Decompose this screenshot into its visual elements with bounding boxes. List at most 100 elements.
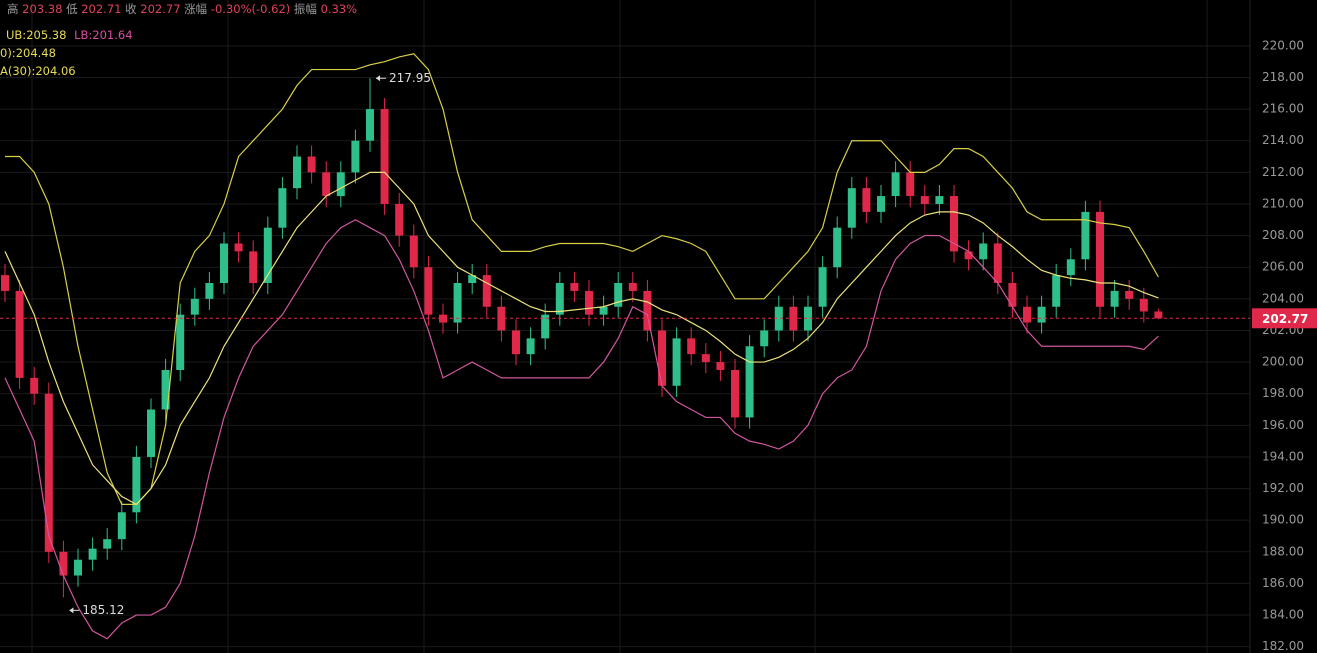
candle-body	[570, 283, 579, 291]
candle-body	[351, 140, 360, 173]
candle-body	[482, 275, 491, 307]
candle-body	[293, 156, 301, 189]
candle-body	[643, 290, 652, 331]
candle-body	[833, 227, 842, 268]
candle-body	[117, 512, 126, 540]
candle-body	[599, 306, 608, 315]
y-tick-label: 204.00	[1262, 291, 1304, 305]
candle-body	[497, 306, 506, 331]
candle-body	[395, 203, 404, 236]
indicator-value: 204.48	[15, 46, 56, 60]
candle-body	[920, 196, 929, 204]
candle-body	[263, 227, 272, 284]
candle-body	[1139, 298, 1148, 312]
y-tick-label: 216.00	[1262, 102, 1304, 116]
candle-body	[804, 306, 812, 331]
annotation-arrow-head	[69, 607, 74, 614]
header-indicator: 0):204.48	[0, 44, 56, 62]
candles	[1, 78, 1163, 598]
candle-body	[555, 283, 564, 315]
indicator-label: 0):	[0, 46, 16, 60]
candle-body	[147, 409, 155, 457]
candle-body	[906, 172, 915, 197]
annotation: 217.95	[389, 71, 431, 85]
y-tick-label: 182.00	[1262, 639, 1304, 653]
candle-body	[453, 283, 462, 323]
ma-value: 204.06	[35, 64, 76, 78]
candle-body	[322, 172, 331, 197]
low-value: 202.71	[81, 2, 122, 16]
candle-body	[234, 243, 243, 252]
candle-body	[512, 330, 520, 355]
candle-body	[409, 235, 418, 268]
candle-body	[774, 306, 783, 331]
candle-body	[1125, 290, 1134, 299]
close-value: 202.77	[140, 2, 181, 16]
candle-body	[88, 548, 97, 560]
annotation-arrow-head	[376, 75, 380, 82]
candle-body	[541, 314, 550, 339]
high-label: 高	[7, 2, 19, 16]
candle-body	[336, 172, 345, 197]
candle-body	[278, 188, 287, 228]
candle-body	[526, 338, 535, 355]
candle-body	[74, 559, 82, 576]
candle-body	[1154, 311, 1163, 319]
candle-body	[1096, 211, 1104, 307]
candle-body	[672, 338, 681, 386]
last-price-label: 202.77	[1262, 312, 1308, 326]
candle-body	[59, 551, 68, 576]
candle-body	[132, 456, 141, 513]
candle-body	[1008, 283, 1017, 307]
candle-body	[935, 196, 944, 204]
candle-body	[979, 243, 988, 260]
change-label: 涨幅	[184, 2, 208, 16]
y-tick-label: 200.00	[1262, 355, 1304, 369]
header-ohlc: 高 203.38 低 202.71 收 202.77 涨幅 -0.30%(-0.…	[0, 0, 357, 18]
candle-body	[468, 275, 477, 284]
change-value: -0.30%(-0.62)	[210, 2, 291, 16]
y-tick-label: 192.00	[1262, 481, 1304, 495]
candle-body	[862, 188, 871, 212]
high-value: 203.38	[22, 2, 63, 16]
candle-body	[424, 267, 433, 315]
candle-body	[176, 314, 185, 370]
candle-body	[760, 330, 769, 347]
indicator-line	[4, 171, 1159, 506]
candle-body	[950, 196, 958, 252]
header-bands: UB:205.38 LB:201.64	[6, 26, 133, 44]
y-tick-label: 210.00	[1262, 196, 1304, 210]
candle-body	[1110, 290, 1119, 307]
header-ma: A(30):204.06	[0, 62, 76, 80]
close-label: 收	[125, 2, 137, 16]
y-tick-label: 188.00	[1262, 544, 1304, 558]
candle-body	[1066, 259, 1075, 276]
ub-value: 205.38	[26, 28, 67, 42]
candle-body	[1, 275, 9, 291]
candle-body	[964, 251, 973, 260]
candle-body	[15, 290, 24, 378]
y-tick-label: 184.00	[1262, 608, 1304, 622]
candle-body	[249, 251, 258, 284]
candle-body	[439, 314, 447, 323]
candle-body	[716, 362, 725, 370]
candle-body	[44, 393, 53, 552]
low-label: 低	[66, 2, 78, 16]
candle-body	[1023, 306, 1031, 323]
candle-body	[701, 354, 710, 363]
candle-body	[628, 283, 637, 291]
candle-body	[658, 330, 666, 386]
indicator-line	[4, 219, 1159, 640]
y-tick-label: 194.00	[1262, 449, 1304, 463]
y-tick-label: 190.00	[1262, 513, 1304, 527]
candle-body	[585, 290, 593, 315]
y-tick-label: 220.00	[1262, 38, 1304, 52]
annotation: 185.12	[82, 603, 124, 617]
y-tick-label: 206.00	[1262, 260, 1304, 274]
ub-label: UB:	[6, 28, 27, 42]
candle-body	[891, 172, 900, 197]
candle-body	[731, 369, 739, 418]
candle-body	[220, 243, 228, 284]
